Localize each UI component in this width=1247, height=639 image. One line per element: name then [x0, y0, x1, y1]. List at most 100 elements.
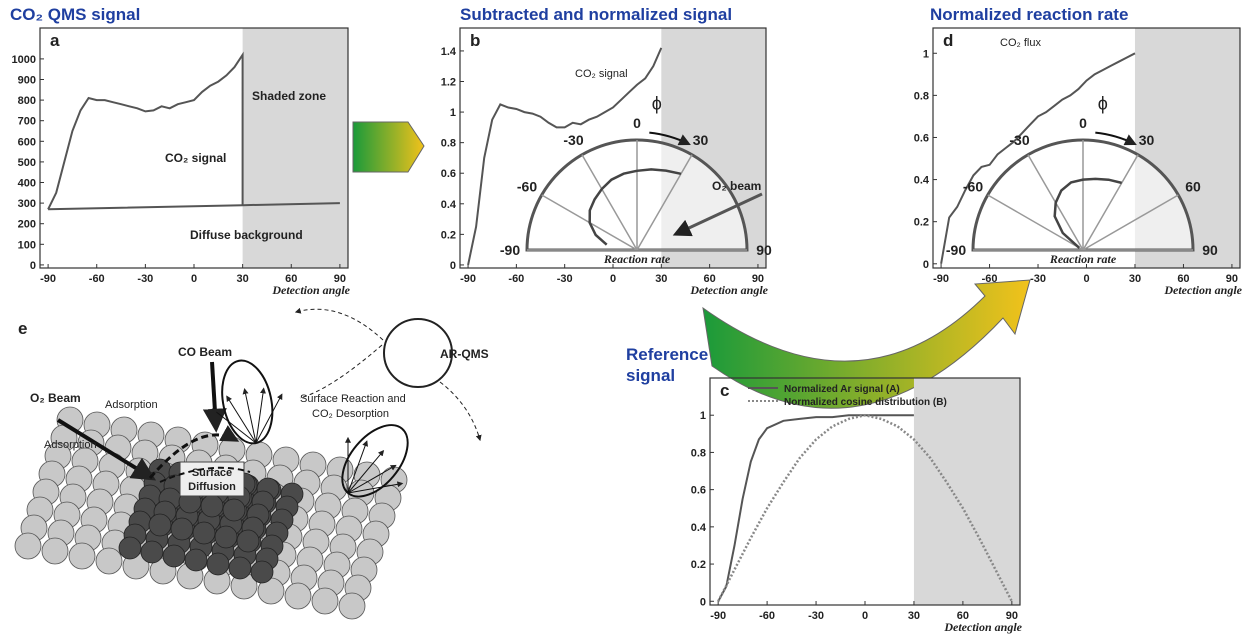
atom-island	[184, 548, 208, 572]
polar-tick-label: 30	[693, 132, 709, 148]
polar-spoke	[1082, 154, 1139, 251]
x-tick-label: -60	[508, 273, 524, 285]
y-tick-label: 0.6	[441, 168, 456, 180]
chart-title: Reference signal	[626, 345, 709, 385]
chart-title: CO₂ QMS signal	[10, 5, 140, 24]
desorption-arrow	[347, 481, 404, 494]
shaded-zone	[242, 28, 348, 268]
atom	[41, 537, 69, 565]
y-tick-label: 0.6	[914, 132, 929, 144]
phi-arrow	[1095, 131, 1137, 146]
flow-arrow-curved	[702, 279, 1031, 409]
panel-label: d	[943, 31, 953, 50]
x-tick-label: 90	[752, 273, 764, 285]
x-tick-label: -30	[557, 273, 573, 285]
y-tick-label: 700	[18, 116, 36, 128]
x-tick-label: -90	[460, 273, 476, 285]
atom-island	[222, 498, 246, 522]
y-tick-label: 0.6	[691, 485, 706, 497]
x-tick-label: 30	[1129, 273, 1141, 285]
y-tick-label: 800	[18, 95, 36, 107]
polar-curve	[588, 168, 682, 246]
scan-arrow	[439, 381, 482, 442]
x-tick-label: -60	[89, 273, 105, 285]
x-tick-label: -90	[933, 273, 949, 285]
x-tick-label: 0	[610, 273, 616, 285]
series-label: CO₂ signal	[575, 68, 628, 80]
diffusion-arrow	[159, 466, 251, 483]
diagram-label: Adsorption	[44, 439, 97, 451]
polar-tick-label: 60	[1185, 179, 1201, 195]
x-axis-label: Detection angle	[271, 283, 350, 297]
series-label: Diffuse background	[190, 228, 303, 242]
atom	[68, 542, 96, 570]
x-tick-label: 60	[957, 610, 969, 622]
polar-tick-label: -90	[500, 242, 520, 258]
scan-arrow	[299, 344, 383, 399]
series-line	[467, 47, 663, 266]
y-tick-label: 1.4	[441, 46, 457, 58]
scan-arrow	[294, 307, 384, 341]
y-tick-label: 200	[18, 219, 36, 231]
y-tick-label: 0.4	[441, 199, 457, 211]
polar-tick-label: -60	[963, 179, 983, 195]
x-tick-label: 60	[285, 273, 297, 285]
x-tick-label: 0	[1083, 273, 1089, 285]
phi-arrow	[649, 131, 691, 146]
atom-island	[206, 552, 230, 576]
polar-tick-label: -30	[1009, 132, 1029, 148]
x-tick-label: -30	[808, 610, 824, 622]
panel-label: a	[50, 31, 60, 50]
phi-label: ϕ	[652, 93, 662, 113]
polar-tick-label: 90	[756, 242, 772, 258]
polar-tick-label: 0	[633, 115, 641, 131]
desorption-arrow	[255, 393, 283, 444]
desorption-arrow	[226, 395, 257, 444]
y-tick-label: 1	[700, 410, 706, 422]
y-tick-label: 1000	[12, 54, 36, 66]
diagram-label: Diffusion	[188, 481, 236, 493]
y-tick-label: 0.4	[691, 522, 707, 534]
atom-island	[162, 544, 186, 568]
x-tick-label: 90	[1006, 610, 1018, 622]
y-tick-label: 0.2	[691, 559, 706, 571]
beam-arrow	[202, 361, 227, 433]
atom-island	[140, 540, 164, 564]
legend-label: Normalized Ar signal (A)	[784, 384, 900, 395]
y-tick-label: 0	[450, 260, 456, 272]
diagram-label: Adsorption	[105, 399, 158, 411]
x-tick-label: -60	[982, 273, 998, 285]
flow-arrow	[352, 121, 425, 173]
legend-label: Normalized cosine distribution (B)	[784, 397, 947, 408]
chart-title: Normalized reaction rate	[930, 5, 1128, 24]
phi-label: ϕ	[1098, 93, 1108, 113]
y-tick-label: 900	[18, 75, 36, 87]
polar-curve	[1053, 177, 1122, 249]
atom-island	[200, 494, 224, 518]
atom-island	[170, 517, 194, 541]
x-tick-label: -90	[710, 610, 726, 622]
series-label: CO₂ signal	[165, 151, 226, 165]
panel-label: b	[470, 31, 480, 50]
y-tick-label: 0.8	[691, 447, 706, 459]
x-tick-label: 60	[704, 273, 716, 285]
atom	[95, 547, 123, 575]
diagram-label: Surface Reaction and	[300, 393, 406, 405]
y-tick-label: 1	[923, 48, 929, 60]
polar-spoke	[1082, 194, 1179, 251]
atom-island	[148, 513, 172, 537]
diagram-label: CO Beam	[178, 345, 232, 359]
polar-tick-label: -90	[946, 242, 966, 258]
polar-axis-label: Reaction rate	[603, 252, 671, 266]
x-tick-label: -90	[40, 273, 56, 285]
y-tick-label: 0.8	[441, 138, 456, 150]
y-tick-label: 600	[18, 136, 36, 148]
atom	[14, 532, 42, 560]
desorption-arrow	[347, 449, 385, 494]
x-tick-label: 30	[908, 610, 920, 622]
panel-label: c	[720, 381, 729, 400]
desorption-arrow	[211, 408, 257, 444]
atom-island	[250, 560, 274, 584]
polar-axis-label: Reaction rate	[1049, 252, 1117, 266]
